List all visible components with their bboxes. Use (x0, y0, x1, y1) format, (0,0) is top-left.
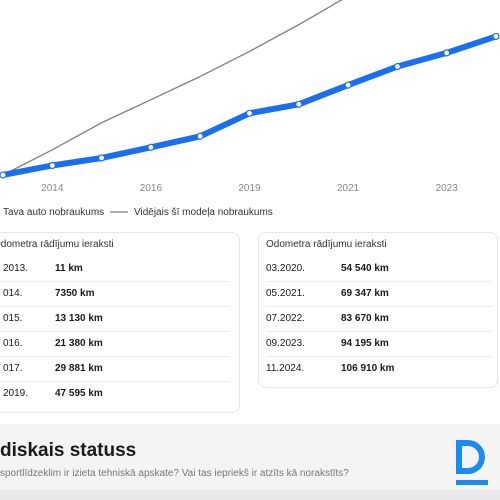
record-date: 09.2023. (266, 338, 305, 349)
point (393, 62, 401, 71)
record-date: 014. (3, 288, 23, 299)
x-tick-label: 2023 (436, 183, 459, 194)
record-row: 017. 29 881 km (0, 356, 229, 382)
point (196, 132, 204, 140)
record-date: 016. (3, 338, 23, 349)
x-tick-label: 2014 (41, 183, 64, 194)
card-title: Odometra rādījumu ieraksti (0, 239, 114, 250)
status-section: diskais statuss sportlīdzeklim ir izieta… (0, 424, 500, 500)
record-value: 11 km (55, 263, 83, 274)
x-tick-label: 2016 (140, 183, 163, 194)
record-value: 7350 km (55, 288, 95, 299)
point (97, 154, 106, 162)
point (344, 81, 352, 89)
series-line (2, 0, 343, 176)
record-value: 83 670 km (341, 313, 389, 324)
series-line (0, 33, 499, 178)
record-value: 21 380 km (55, 338, 103, 349)
logo (456, 440, 488, 485)
divider (0, 490, 500, 500)
legend-label: Vidējais šī modeļa nobraukums (134, 207, 273, 218)
record-value: 94 195 km (341, 338, 389, 349)
record-value: 106 910 km (341, 363, 395, 374)
record-row: 014. 7350 km (0, 281, 229, 307)
point (147, 143, 155, 151)
record-date: 015. (3, 313, 23, 324)
point (443, 49, 451, 57)
record-value: 69 347 km (341, 288, 389, 299)
record-value: 47 595 km (55, 388, 103, 399)
point (295, 100, 303, 108)
record-date: 05.2021. (266, 288, 305, 299)
record-row: 11.2024. 106 910 km (266, 356, 492, 381)
point (245, 109, 254, 117)
record-row: 05.2021. 69 347 km (266, 281, 492, 307)
record-date: 03.2020. (266, 263, 305, 274)
point (0, 171, 7, 179)
record-row: 015. 13 130 km (0, 306, 229, 332)
record-date: 07.2022. (266, 313, 305, 324)
card-title: Odometra rādījumu ieraksti (266, 239, 387, 250)
record-date: 017. (3, 363, 23, 374)
record-row: 016. 21 380 km (0, 331, 229, 357)
record-value: 13 130 km (55, 313, 103, 324)
record-row: 09.2023. 94 195 km (266, 331, 492, 357)
record-date: 2019. (3, 388, 29, 399)
x-tick-label: 2021 (337, 183, 360, 194)
record-date: 2013. (3, 263, 29, 274)
records-card: Odometra rādījumu ieraksti 2013. 11 km 014.… (0, 232, 240, 413)
legend-label: Tava auto nobraukums (3, 207, 104, 218)
record-value: 54 540 km (341, 263, 389, 274)
record-date: 11.2024. (266, 363, 305, 374)
section-title: diskais statuss (0, 440, 137, 461)
section-text: sportlīdzeklim ir izieta tehniskā apskat… (0, 468, 349, 479)
record-value: 29 881 km (55, 363, 103, 374)
point (48, 161, 56, 170)
record-row: 07.2022. 83 670 km (266, 306, 492, 332)
chart: 2014 2016 2019 2021 2023 Tava auto nobraukums… (0, 0, 500, 218)
record-row: 2013. 11 km (0, 256, 229, 282)
record-row: 2019. 47 595 km (0, 381, 229, 406)
record-row: 03.2020. 54 540 km (266, 256, 492, 282)
x-tick-label: 2019 (238, 183, 261, 194)
point (492, 32, 500, 41)
records-card: Odometra rādījumu ieraksti 03.2020. 54 540… (258, 232, 498, 388)
